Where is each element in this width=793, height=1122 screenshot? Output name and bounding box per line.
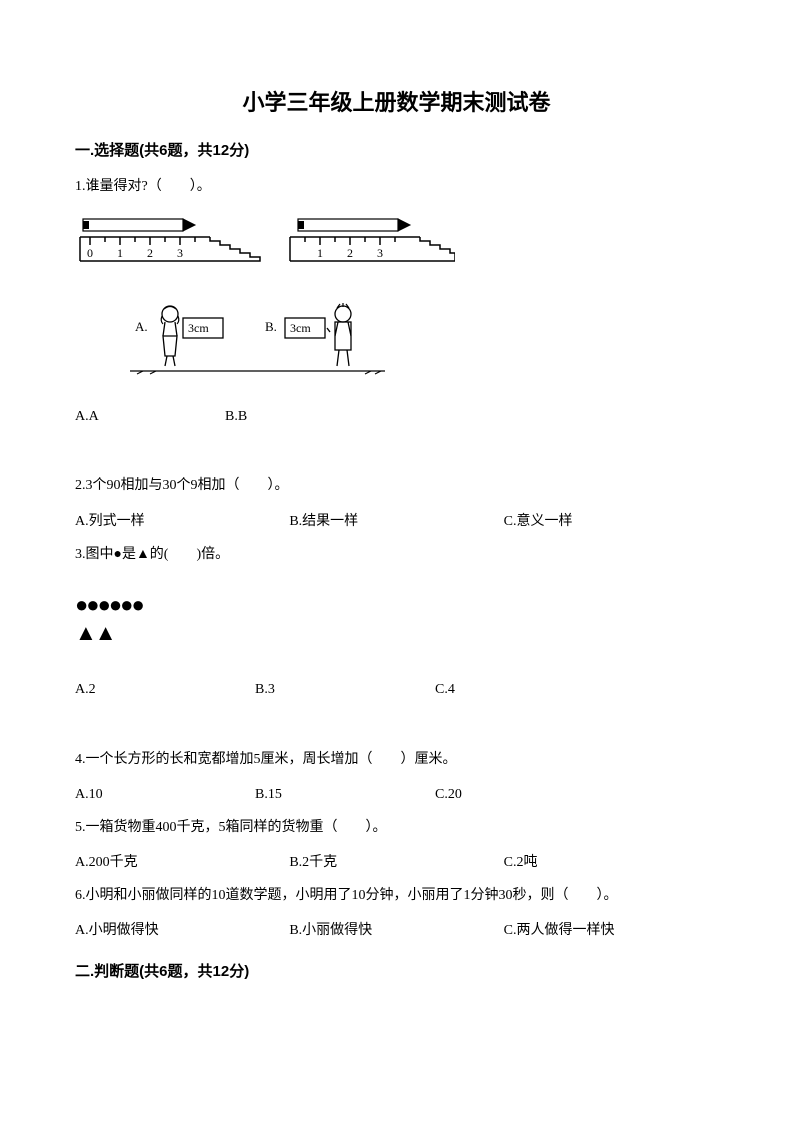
label-a: A.	[135, 319, 148, 334]
q2-opt-b: B.结果一样	[289, 509, 503, 534]
tick-r2: 2	[347, 246, 353, 260]
question-6: 6.小明和小丽做同样的10道数学题，小明用了10分钟，小丽用了1分钟30秒，则（…	[75, 883, 718, 943]
q3-opt-b: B.3	[255, 677, 435, 702]
tick-0: 0	[87, 246, 93, 260]
q1-diagram: 0 1 2 3	[75, 211, 718, 386]
q6-options: A.小明做得快 B.小丽做得快 C.两人做得一样快	[75, 918, 718, 943]
q2-options: A.列式一样 B.结果一样 C.意义一样	[75, 509, 718, 534]
q5-options: A.200千克 B.2千克 C.2吨	[75, 850, 718, 875]
question-2: 2.3个90相加与30个9相加（ ）。 A.列式一样 B.结果一样 C.意义一样	[75, 473, 718, 533]
q6-opt-a: A.小明做得快	[75, 918, 289, 943]
q2-text: 2.3个90相加与30个9相加（ ）。	[75, 473, 718, 498]
question-5: 5.一箱货物重400千克，5箱同样的货物重（ ）。 A.200千克 B.2千克 …	[75, 815, 718, 875]
q6-text: 6.小明和小丽做同样的10道数学题，小明用了10分钟，小丽用了1分钟30秒，则（…	[75, 883, 718, 908]
section-2-header: 二.判断题(共6题，共12分)	[75, 960, 718, 981]
q1-opt-b: B.B	[225, 404, 375, 429]
q1-opt-a: A.A	[75, 404, 225, 429]
q4-opt-a: A.10	[75, 782, 255, 807]
tick-2: 2	[147, 246, 153, 260]
q2-opt-c: C.意义一样	[504, 509, 718, 534]
section-1-header: 一.选择题(共6题，共12分)	[75, 139, 718, 160]
q3-opt-a: A.2	[75, 677, 255, 702]
tick-r1: 1	[317, 246, 323, 260]
q4-text: 4.一个长方形的长和宽都增加5厘米，周长增加（ ）厘米。	[75, 747, 718, 772]
q3-opt-c: C.4	[435, 677, 615, 702]
tick-r3: 3	[377, 246, 383, 260]
q5-text: 5.一箱货物重400千克，5箱同样的货物重（ ）。	[75, 815, 718, 840]
q3-options: A.2 B.3 C.4	[75, 677, 718, 702]
q3-text: 3.图中●是▲的( )倍。	[75, 542, 718, 567]
q5-opt-a: A.200千克	[75, 850, 289, 875]
tick-1: 1	[117, 246, 123, 260]
q1-text: 1.谁量得对?（ ）。	[75, 174, 718, 199]
q4-options: A.10 B.15 C.20	[75, 782, 718, 807]
q6-opt-b: B.小丽做得快	[289, 918, 503, 943]
ruler-figure: 0 1 2 3	[75, 211, 455, 381]
q5-opt-b: B.2千克	[289, 850, 503, 875]
q5-opt-c: C.2吨	[504, 850, 718, 875]
q3-circles: ●●●●●●	[75, 593, 718, 617]
page-title: 小学三年级上册数学期末测试卷	[75, 85, 718, 117]
q4-opt-c: C.20	[435, 782, 615, 807]
sign-a-text: 3cm	[188, 321, 209, 335]
sign-b-text: 3cm	[290, 321, 311, 335]
tick-3: 3	[177, 246, 183, 260]
question-1: 1.谁量得对?（ ）。 0 1 2 3	[75, 174, 718, 429]
question-4: 4.一个长方形的长和宽都增加5厘米，周长增加（ ）厘米。 A.10 B.15 C…	[75, 747, 718, 807]
q1-options: A.A B.B	[75, 404, 718, 429]
question-3: 3.图中●是▲的( )倍。 ●●●●●● ▲▲ A.2 B.3 C.4	[75, 542, 718, 703]
q4-opt-b: B.15	[255, 782, 435, 807]
q3-triangles: ▲▲	[75, 621, 718, 645]
q6-opt-c: C.两人做得一样快	[504, 918, 718, 943]
label-b: B.	[265, 319, 277, 334]
q2-opt-a: A.列式一样	[75, 509, 289, 534]
